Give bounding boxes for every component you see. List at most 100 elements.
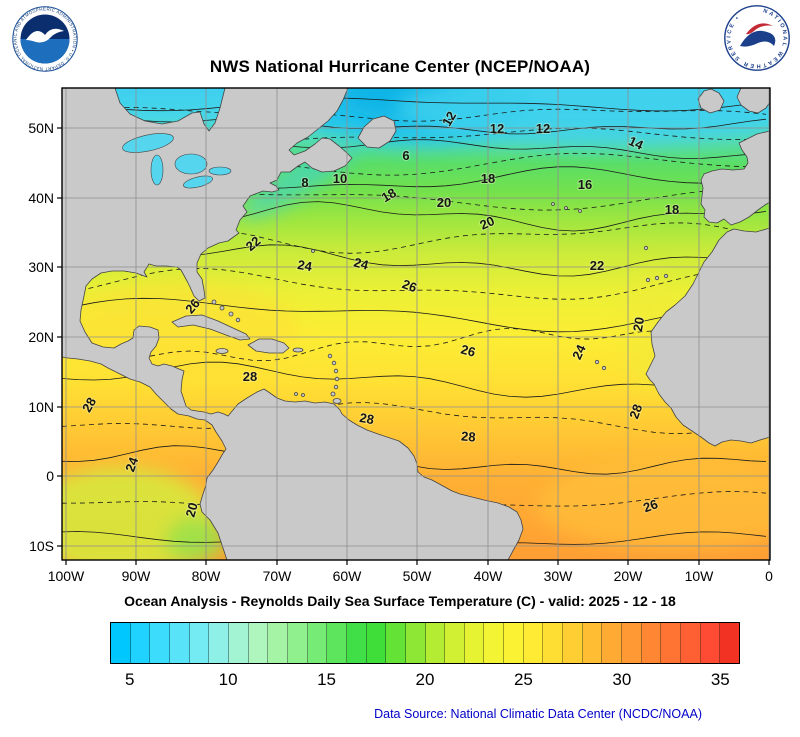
map-caption: Ocean Analysis - Reynolds Daily Sea Surf… bbox=[124, 593, 676, 609]
nws-blue-swoosh-icon bbox=[740, 30, 776, 47]
isotherm-line bbox=[62, 361, 767, 398]
contour-label: 20 bbox=[630, 316, 647, 333]
lake-huron bbox=[174, 153, 208, 175]
colorbar-segment bbox=[504, 623, 524, 663]
contour-label: 24 bbox=[296, 257, 314, 274]
contour-label: 24 bbox=[569, 342, 589, 362]
lat-label: 40N bbox=[28, 190, 54, 206]
isotherm-contours bbox=[62, 97, 767, 553]
colorbar-tick-label: 30 bbox=[612, 670, 632, 689]
lon-label: 20W bbox=[614, 568, 644, 584]
colorbar-segment bbox=[641, 623, 662, 663]
cuba-island bbox=[171, 314, 251, 341]
colorbar-segment bbox=[464, 623, 485, 663]
colorbar-segment bbox=[484, 623, 505, 663]
colorbar-segment bbox=[602, 623, 623, 663]
nws-logo: NATIONAL WEATHER SERVICE • bbox=[724, 5, 790, 71]
isotherm-line bbox=[62, 268, 767, 300]
contour-label: 20 bbox=[183, 501, 201, 519]
colorbar-segment bbox=[189, 623, 210, 663]
bahamas-island bbox=[219, 305, 225, 311]
colorbar-tick-labels: 5 10 15 20 25 30 35 bbox=[110, 668, 740, 692]
colorbar-segment bbox=[130, 623, 151, 663]
noaa-logo-sea bbox=[20, 39, 70, 64]
lon-label: 40W bbox=[474, 568, 504, 584]
nws-red-swoosh-icon bbox=[746, 23, 773, 35]
colorbar-segment bbox=[228, 623, 249, 663]
bahamas-island bbox=[235, 317, 241, 323]
sst-regional-shading bbox=[62, 88, 770, 560]
lon-label: 30W bbox=[544, 568, 574, 584]
britain-land bbox=[736, 88, 770, 114]
contour-label: 22 bbox=[590, 258, 604, 273]
grid-lines bbox=[62, 88, 770, 560]
contour-label: 28 bbox=[243, 369, 257, 384]
isotherm-line bbox=[62, 327, 767, 362]
colorbar-segment bbox=[209, 623, 229, 663]
sst-map: 50N 40N 30N 20N 10N 0 10S 100W 90W 80W 70W 60W 50W 40… bbox=[28, 87, 773, 584]
iberia-france-land bbox=[700, 130, 770, 226]
curacao-island bbox=[294, 392, 298, 396]
colorbar-gradient bbox=[110, 622, 740, 664]
lake-erie bbox=[183, 175, 213, 189]
colorbar-segment bbox=[563, 623, 583, 663]
contour-label: 18 bbox=[481, 171, 495, 186]
lat-label: 10S bbox=[29, 538, 54, 554]
data-source-note: Data Source: National Climatic Data Cent… bbox=[374, 707, 702, 721]
canary-island bbox=[654, 275, 660, 281]
colorbar-segment bbox=[582, 623, 603, 663]
colorbar-segment bbox=[700, 623, 721, 663]
curacao-island bbox=[301, 393, 305, 397]
antilles-island bbox=[333, 368, 339, 374]
lat-label: 20N bbox=[28, 329, 54, 345]
contour-label: 28 bbox=[461, 428, 477, 444]
colorbar-segment bbox=[150, 623, 170, 663]
lon-label: 90W bbox=[122, 568, 152, 584]
bermuda-island bbox=[311, 249, 315, 253]
colorbar-segment bbox=[386, 623, 406, 663]
puerto-rico-island bbox=[292, 347, 304, 353]
azores-island bbox=[551, 202, 555, 206]
contour-label: 8 bbox=[301, 175, 308, 190]
lake-superior bbox=[122, 133, 174, 153]
colorbar-segment bbox=[327, 623, 347, 663]
lat-label: 10N bbox=[28, 399, 54, 415]
contour-label: 26 bbox=[641, 496, 660, 515]
newfoundland-island bbox=[357, 115, 397, 149]
antilles-island bbox=[334, 376, 340, 382]
colorbar-tick-label: 15 bbox=[317, 670, 337, 689]
antilles-island bbox=[330, 391, 336, 397]
contour-label: 24 bbox=[352, 255, 371, 273]
noaa-gull-icon bbox=[26, 28, 64, 43]
lon-label: 10W bbox=[685, 568, 715, 584]
azores-island bbox=[578, 209, 582, 213]
azores-island bbox=[564, 206, 568, 210]
colorbar-segment bbox=[445, 623, 465, 663]
contour-label: 20 bbox=[437, 195, 451, 210]
contour-label: 18 bbox=[665, 202, 679, 217]
axis-labels: 50N 40N 30N 20N 10N 0 10S 100W 90W 80W 70W 60W 50W 40… bbox=[28, 120, 773, 584]
colorbar-segment bbox=[248, 623, 269, 663]
colorbar-segment bbox=[346, 623, 367, 663]
contour-label: 28 bbox=[626, 402, 645, 421]
colorbar-tick-label: 20 bbox=[415, 670, 435, 689]
hispaniola-island bbox=[247, 338, 290, 354]
map-frame bbox=[61, 87, 771, 561]
antilles-island bbox=[333, 384, 339, 390]
jamaica-island bbox=[215, 348, 229, 354]
colorbar-segment bbox=[622, 623, 642, 663]
colorbar-segment bbox=[366, 623, 387, 663]
canary-island bbox=[663, 273, 669, 279]
lon-label: 50W bbox=[403, 568, 433, 584]
lon-label: 70W bbox=[263, 568, 293, 584]
trinidad-island bbox=[332, 398, 342, 404]
noaa-logo: NATIONAL OCEANIC AND ATMOSPHERIC ADMINIS… bbox=[12, 6, 78, 72]
colorbar-tick-label: 25 bbox=[513, 670, 533, 689]
antilles-island bbox=[331, 360, 337, 366]
colorbar-segment bbox=[268, 623, 288, 663]
lon-label: 0 bbox=[765, 568, 773, 584]
contour-label: 12 bbox=[490, 121, 504, 136]
bahamas-island bbox=[228, 311, 234, 317]
contour-label: 28 bbox=[358, 410, 375, 427]
